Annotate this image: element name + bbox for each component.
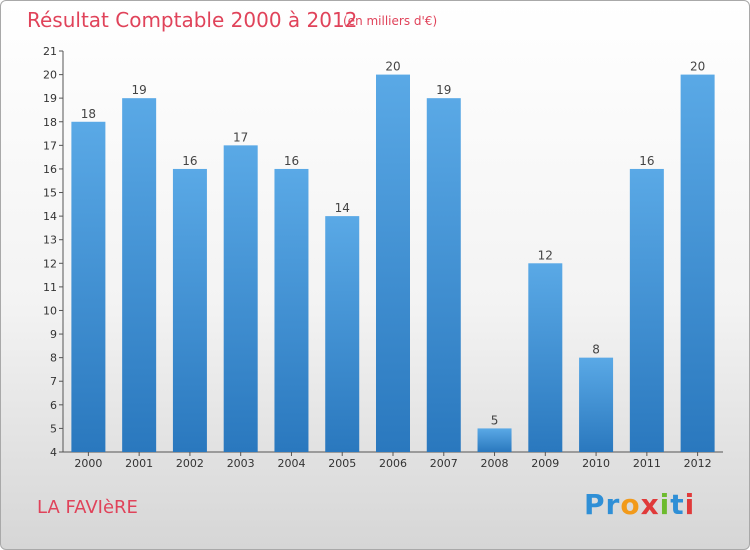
logo-letter: t xyxy=(670,488,685,521)
y-tick-label: 10 xyxy=(43,304,57,317)
bar-2002 xyxy=(172,168,207,453)
y-tick-label: 17 xyxy=(43,139,57,152)
bar-2001 xyxy=(122,98,157,453)
data-labels: 18 19 16 17 16 14 20 19 5 12 8 16 20 xyxy=(81,60,706,428)
x-tick-label-2007: 2007 xyxy=(430,457,458,470)
bar-2009 xyxy=(528,263,563,452)
data-label-2010: 8 xyxy=(592,343,600,357)
x-tick-label-2002: 2002 xyxy=(176,457,204,470)
x-tick-labels: 2000 2001 2002 2003 2004 2005 2006 2007 2008 2009… xyxy=(74,452,712,470)
y-tick-label: 18 xyxy=(43,116,57,129)
x-tick-label-2008: 2008 xyxy=(481,457,509,470)
data-label-2004: 16 xyxy=(284,154,299,168)
x-tick-label-2010: 2010 xyxy=(582,457,610,470)
y-tick-label: 16 xyxy=(43,163,57,176)
bar-2011 xyxy=(629,168,664,453)
bar-2007 xyxy=(426,98,461,453)
bar-2003 xyxy=(223,145,258,452)
logo-letter: i xyxy=(684,488,696,521)
y-tick-label: 6 xyxy=(50,399,57,412)
y-tick-label: 20 xyxy=(43,69,57,82)
logo-letter: i xyxy=(659,488,671,521)
x-tick-label-2005: 2005 xyxy=(328,457,356,470)
y-tick-label: 12 xyxy=(43,257,57,270)
x-tick-label-2011: 2011 xyxy=(633,457,661,470)
bar-2000 xyxy=(71,121,106,452)
y-tick-label: 21 xyxy=(43,45,57,58)
y-tick-labels: 4 5 6 7 8 9 10 11 12 13 14 15 16 17 18 19 20 21 xyxy=(43,45,63,459)
bar-2008 xyxy=(477,428,512,452)
bars xyxy=(71,74,715,453)
place-name: LA FAVIèRE xyxy=(37,497,138,518)
chart-subtitle: (en milliers d'€) xyxy=(343,14,438,28)
data-label-2011: 16 xyxy=(639,154,654,168)
data-label-2003: 17 xyxy=(233,130,248,144)
logo-letter: r xyxy=(605,488,621,521)
x-tick-label-2012: 2012 xyxy=(684,457,712,470)
data-label-2009: 12 xyxy=(538,248,553,262)
y-tick-label: 5 xyxy=(50,422,57,435)
y-tick-label: 9 xyxy=(50,328,57,341)
data-label-2001: 19 xyxy=(132,83,147,97)
bar-2005 xyxy=(325,216,360,452)
data-label-2005: 14 xyxy=(335,201,350,215)
y-tick-label: 11 xyxy=(43,281,57,294)
data-label-2006: 20 xyxy=(385,60,400,74)
data-label-2000: 18 xyxy=(81,107,96,121)
x-tick-label-2000: 2000 xyxy=(74,457,102,470)
data-label-2007: 19 xyxy=(436,83,451,97)
y-tick-label: 13 xyxy=(43,234,57,247)
chart-title: Résultat Comptable 2000 à 2012 xyxy=(27,8,358,32)
data-label-2002: 16 xyxy=(182,154,197,168)
proxiti-logo: Proxiti xyxy=(584,488,695,521)
y-tick-label: 7 xyxy=(50,375,57,388)
logo-letter: P xyxy=(584,488,606,521)
y-tick-label: 15 xyxy=(43,187,57,200)
data-label-2008: 5 xyxy=(491,413,499,427)
y-tick-label: 14 xyxy=(43,210,57,223)
data-label-2012: 20 xyxy=(690,60,705,74)
x-tick-label-2003: 2003 xyxy=(227,457,255,470)
y-tick-label: 19 xyxy=(43,92,57,105)
y-tick-label: 8 xyxy=(50,352,57,365)
logo-letter: o xyxy=(620,488,641,521)
x-tick-label-2001: 2001 xyxy=(125,457,153,470)
bar-2012 xyxy=(680,74,715,453)
bar-2010 xyxy=(579,357,614,452)
logo-letter: x xyxy=(640,488,660,521)
bar-2004 xyxy=(274,168,309,453)
bar-2006 xyxy=(376,74,410,453)
y-tick-label: 4 xyxy=(50,446,57,459)
x-tick-label-2009: 2009 xyxy=(531,457,559,470)
x-tick-label-2004: 2004 xyxy=(277,457,305,470)
x-tick-label-2006: 2006 xyxy=(379,457,407,470)
